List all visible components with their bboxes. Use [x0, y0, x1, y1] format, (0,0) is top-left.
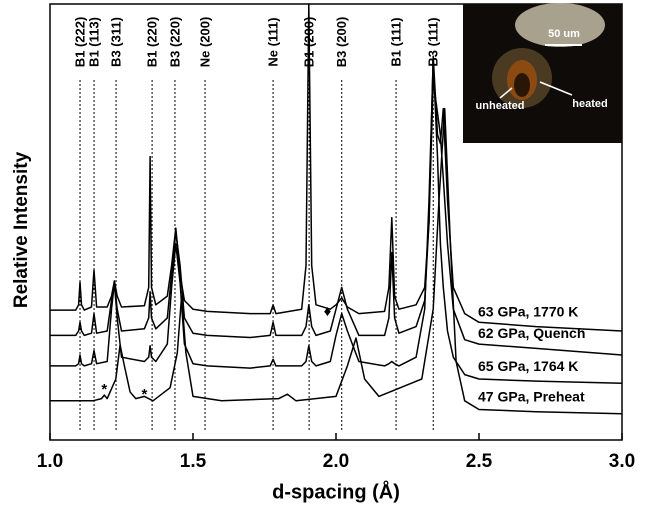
inset-pointer [539, 81, 573, 96]
spectrum-line [50, 59, 623, 385]
reference-label: B1 (222) [72, 17, 87, 68]
x-tick-label: 2.0 [323, 451, 349, 472]
series-label: 65 GPa, 1764 K [478, 358, 578, 374]
inset-label: unheated [476, 100, 525, 112]
reference-label: B1 (220) [145, 17, 160, 68]
series-label: 62 GPa, Quench [478, 325, 585, 341]
x-tick-label: 3.0 [609, 451, 635, 472]
inset-scale-label: 50 um [548, 28, 580, 40]
inset-label: heated [572, 98, 607, 110]
reference-label: B1 (200) [302, 17, 317, 68]
reference-label: B3 (220) [167, 17, 182, 68]
inset-glare [515, 3, 605, 47]
spectrum-line [50, 107, 623, 415]
annotation: * [101, 381, 107, 398]
reference-label: B3 (111) [426, 17, 441, 66]
inset-pointer [499, 87, 513, 99]
x-tick-label: 1.0 [37, 451, 63, 472]
y-axis-label: Relative Intensity [11, 151, 32, 308]
annotation: * [141, 386, 147, 403]
series-label: 47 GPa, Preheat [478, 388, 585, 404]
annotation: ♦ [324, 303, 332, 320]
reference-label: B3 (311) [109, 17, 124, 67]
series-label: 63 GPa, 1770 K [478, 303, 578, 319]
x-tick-label: 2.5 [466, 451, 493, 472]
inset-photo: 50 um unheated heated [463, 3, 622, 143]
reference-label: Ne (200) [197, 17, 212, 68]
reference-label: B3 (200) [334, 17, 349, 68]
reference-label: Ne (111) [266, 17, 281, 66]
x-tick-label: 1.5 [180, 451, 207, 472]
reference-label: B1 (113) [86, 17, 101, 67]
reference-label: B1 (111) [388, 17, 403, 66]
inset-center [514, 73, 530, 97]
x-axis-label: d-spacing (Å) [272, 479, 400, 503]
